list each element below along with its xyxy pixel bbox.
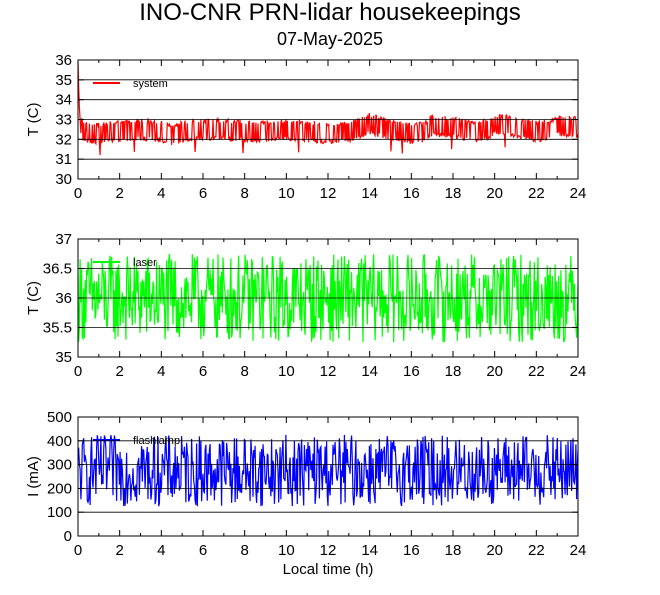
y-tick-label: 35.5 bbox=[43, 320, 72, 337]
y-tick-label: 400 bbox=[47, 433, 72, 450]
x-axis-label: Local time (h) bbox=[283, 561, 374, 578]
y-tick-label: 500 bbox=[47, 409, 72, 426]
y-axis-label: T (C) bbox=[25, 103, 42, 137]
y-tick-label: 36.5 bbox=[43, 261, 72, 278]
series-line-laser bbox=[77, 253, 579, 343]
x-tick-label: 16 bbox=[403, 363, 420, 380]
x-tick-label: 0 bbox=[74, 363, 82, 380]
x-tick-label: 20 bbox=[486, 185, 503, 202]
x-tick-label: 4 bbox=[157, 363, 165, 380]
legend-label-system: system bbox=[133, 78, 168, 90]
y-tick-label: 36 bbox=[55, 52, 72, 69]
y-tick-label: 35 bbox=[55, 349, 72, 366]
x-tick-label: 20 bbox=[486, 363, 503, 380]
x-tick-label: 6 bbox=[199, 542, 207, 559]
x-tick-label: 12 bbox=[320, 363, 337, 380]
x-tick-label: 14 bbox=[361, 542, 378, 559]
x-tick-label: 22 bbox=[528, 363, 545, 380]
x-tick-label: 0 bbox=[74, 185, 82, 202]
x-tick-label: 2 bbox=[115, 542, 123, 559]
y-tick-label: 34 bbox=[55, 92, 72, 109]
x-tick-label: 4 bbox=[157, 542, 165, 559]
x-tick-label: 14 bbox=[361, 185, 378, 202]
y-tick-label: 37 bbox=[55, 231, 72, 248]
y-tick-label: 31 bbox=[55, 151, 72, 168]
x-tick-label: 8 bbox=[240, 542, 248, 559]
y-tick-label: 100 bbox=[47, 504, 72, 521]
x-tick-label: 24 bbox=[570, 542, 587, 559]
title-block: INO-CNR PRN-lidar housekeepings 07-May-2… bbox=[0, 0, 660, 50]
x-tick-label: 10 bbox=[278, 542, 295, 559]
x-tick-label: 10 bbox=[278, 363, 295, 380]
x-tick-label: 16 bbox=[403, 542, 420, 559]
y-tick-label: 200 bbox=[47, 480, 72, 497]
legend-label-laser: laser bbox=[133, 257, 157, 269]
x-tick-label: 22 bbox=[528, 185, 545, 202]
y-axis-label: I (mA) bbox=[25, 456, 42, 497]
x-tick-label: 12 bbox=[320, 185, 337, 202]
y-tick-label: 32 bbox=[55, 131, 72, 148]
x-tick-label: 20 bbox=[486, 542, 503, 559]
x-tick-label: 8 bbox=[240, 363, 248, 380]
x-tick-label: 18 bbox=[445, 185, 462, 202]
x-tick-label: 2 bbox=[115, 363, 123, 380]
x-tick-label: 22 bbox=[528, 542, 545, 559]
x-tick-label: 14 bbox=[361, 363, 378, 380]
x-tick-label: 6 bbox=[199, 363, 207, 380]
x-tick-label: 12 bbox=[320, 542, 337, 559]
x-tick-label: 0 bbox=[74, 542, 82, 559]
x-tick-label: 18 bbox=[445, 542, 462, 559]
series-line-system bbox=[77, 61, 579, 156]
y-tick-label: 36 bbox=[55, 290, 72, 307]
y-axis-label: T (C) bbox=[25, 281, 42, 315]
x-tick-label: 16 bbox=[403, 185, 420, 202]
y-tick-label: 300 bbox=[47, 457, 72, 474]
x-tick-label: 2 bbox=[115, 185, 123, 202]
x-tick-label: 24 bbox=[570, 363, 587, 380]
x-tick-label: 18 bbox=[445, 363, 462, 380]
y-tick-label: 35 bbox=[55, 72, 72, 89]
x-tick-label: 8 bbox=[240, 185, 248, 202]
page-subtitle: 07-May-2025 bbox=[276, 29, 384, 49]
series-line-flashlamp bbox=[77, 434, 579, 507]
x-tick-label: 24 bbox=[570, 185, 587, 202]
y-tick-label: 0 bbox=[64, 528, 72, 545]
y-tick-label: 33 bbox=[55, 112, 72, 129]
x-tick-label: 10 bbox=[278, 185, 295, 202]
x-tick-label: 6 bbox=[199, 185, 207, 202]
y-tick-label: 30 bbox=[55, 171, 72, 188]
x-tick-label: 4 bbox=[157, 185, 165, 202]
page-title: INO-CNR PRN-lidar housekeepings bbox=[139, 0, 521, 26]
